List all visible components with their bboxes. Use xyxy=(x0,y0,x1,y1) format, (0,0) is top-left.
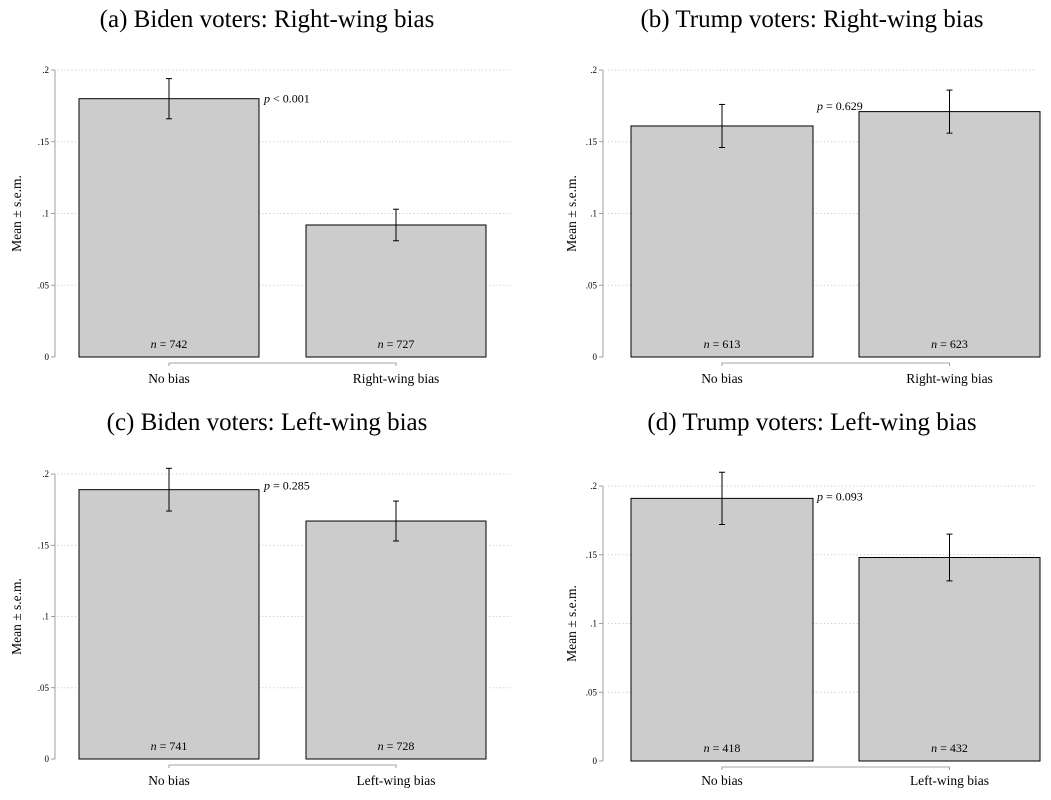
y-tick-label: .15 xyxy=(38,540,50,550)
chart-panel-d: (d) Trump voters: Left-wing bias Mean ± s… xyxy=(564,409,1041,788)
x-axis xyxy=(168,362,397,366)
x-tick-label: Left-wing bias xyxy=(910,773,989,788)
y-tick-label: .2 xyxy=(42,65,49,75)
chart-panel-a: (a) Biden voters: Right-wing bias Mean ± … xyxy=(9,6,511,386)
p-value-label: p = 0.285 xyxy=(263,479,310,493)
y-tick-label: .2 xyxy=(590,481,597,491)
y-tick-label: .15 xyxy=(586,550,598,560)
n-label: n = 432 xyxy=(931,741,968,755)
y-tick-label: 0 xyxy=(45,352,50,362)
x-tick-label: No bias xyxy=(148,371,190,386)
panel-title: (b) Trump voters: Right-wing bias xyxy=(640,6,983,33)
bar xyxy=(305,520,487,760)
bar xyxy=(630,125,814,358)
bar xyxy=(305,224,487,358)
x-axis xyxy=(721,362,950,366)
y-tick-label: .2 xyxy=(590,65,597,75)
bar xyxy=(78,98,260,358)
x-tick-label: No bias xyxy=(701,773,743,788)
n-label: n = 741 xyxy=(151,739,188,753)
y-tick-label: 0 xyxy=(45,754,50,764)
y-tick-label: .05 xyxy=(586,280,598,290)
x-tick-label: Left-wing bias xyxy=(356,773,435,788)
n-label: n = 728 xyxy=(378,739,415,753)
y-tick-label: .2 xyxy=(42,469,49,479)
n-label: n = 727 xyxy=(378,337,415,351)
y-tick-label: .05 xyxy=(38,683,50,693)
x-tick-label: No bias xyxy=(701,371,743,386)
y-axis-label: Mean ± s.e.m. xyxy=(564,585,579,662)
p-value-label: p = 0.629 xyxy=(816,99,863,113)
y-axis-label: Mean ± s.e.m. xyxy=(9,578,24,655)
x-tick-label: Right-wing bias xyxy=(906,371,993,386)
bar xyxy=(78,489,260,760)
y-tick-label: .05 xyxy=(586,687,598,697)
y-tick-label: .1 xyxy=(42,612,49,622)
n-label: n = 623 xyxy=(931,337,968,351)
panel-title: (a) Biden voters: Right-wing bias xyxy=(100,6,435,33)
y-axis-label: Mean ± s.e.m. xyxy=(9,175,24,252)
y-tick-label: 0 xyxy=(593,756,598,766)
y-tick-label: .15 xyxy=(38,137,50,147)
y-tick-label: .05 xyxy=(38,280,50,290)
y-tick-label: .1 xyxy=(590,209,597,219)
bar xyxy=(858,111,1041,358)
panel-title: (d) Trump voters: Left-wing bias xyxy=(647,409,976,436)
chart-panel-c: (c) Biden voters: Left-wing bias Mean ± s… xyxy=(9,409,511,788)
n-label: n = 613 xyxy=(704,337,741,351)
y-tick-label: .15 xyxy=(586,137,598,147)
y-tick-label: .1 xyxy=(42,209,49,219)
x-tick-label: Right-wing bias xyxy=(353,371,440,386)
n-label: n = 418 xyxy=(704,741,741,755)
panel-title: (c) Biden voters: Left-wing bias xyxy=(107,409,428,436)
chart-panel-b: (b) Trump voters: Right-wing bias Mean ± … xyxy=(564,6,1041,386)
p-value-label: p < 0.001 xyxy=(263,92,310,106)
p-value-label: p = 0.093 xyxy=(816,489,863,503)
y-tick-label: 0 xyxy=(593,352,598,362)
bar xyxy=(630,497,814,762)
x-axis xyxy=(721,766,950,770)
y-tick-label: .1 xyxy=(590,619,597,629)
n-label: n = 742 xyxy=(151,337,188,351)
y-axis-label: Mean ± s.e.m. xyxy=(564,175,579,252)
x-tick-label: No bias xyxy=(148,773,190,788)
bar xyxy=(858,557,1041,762)
x-axis xyxy=(168,764,397,768)
